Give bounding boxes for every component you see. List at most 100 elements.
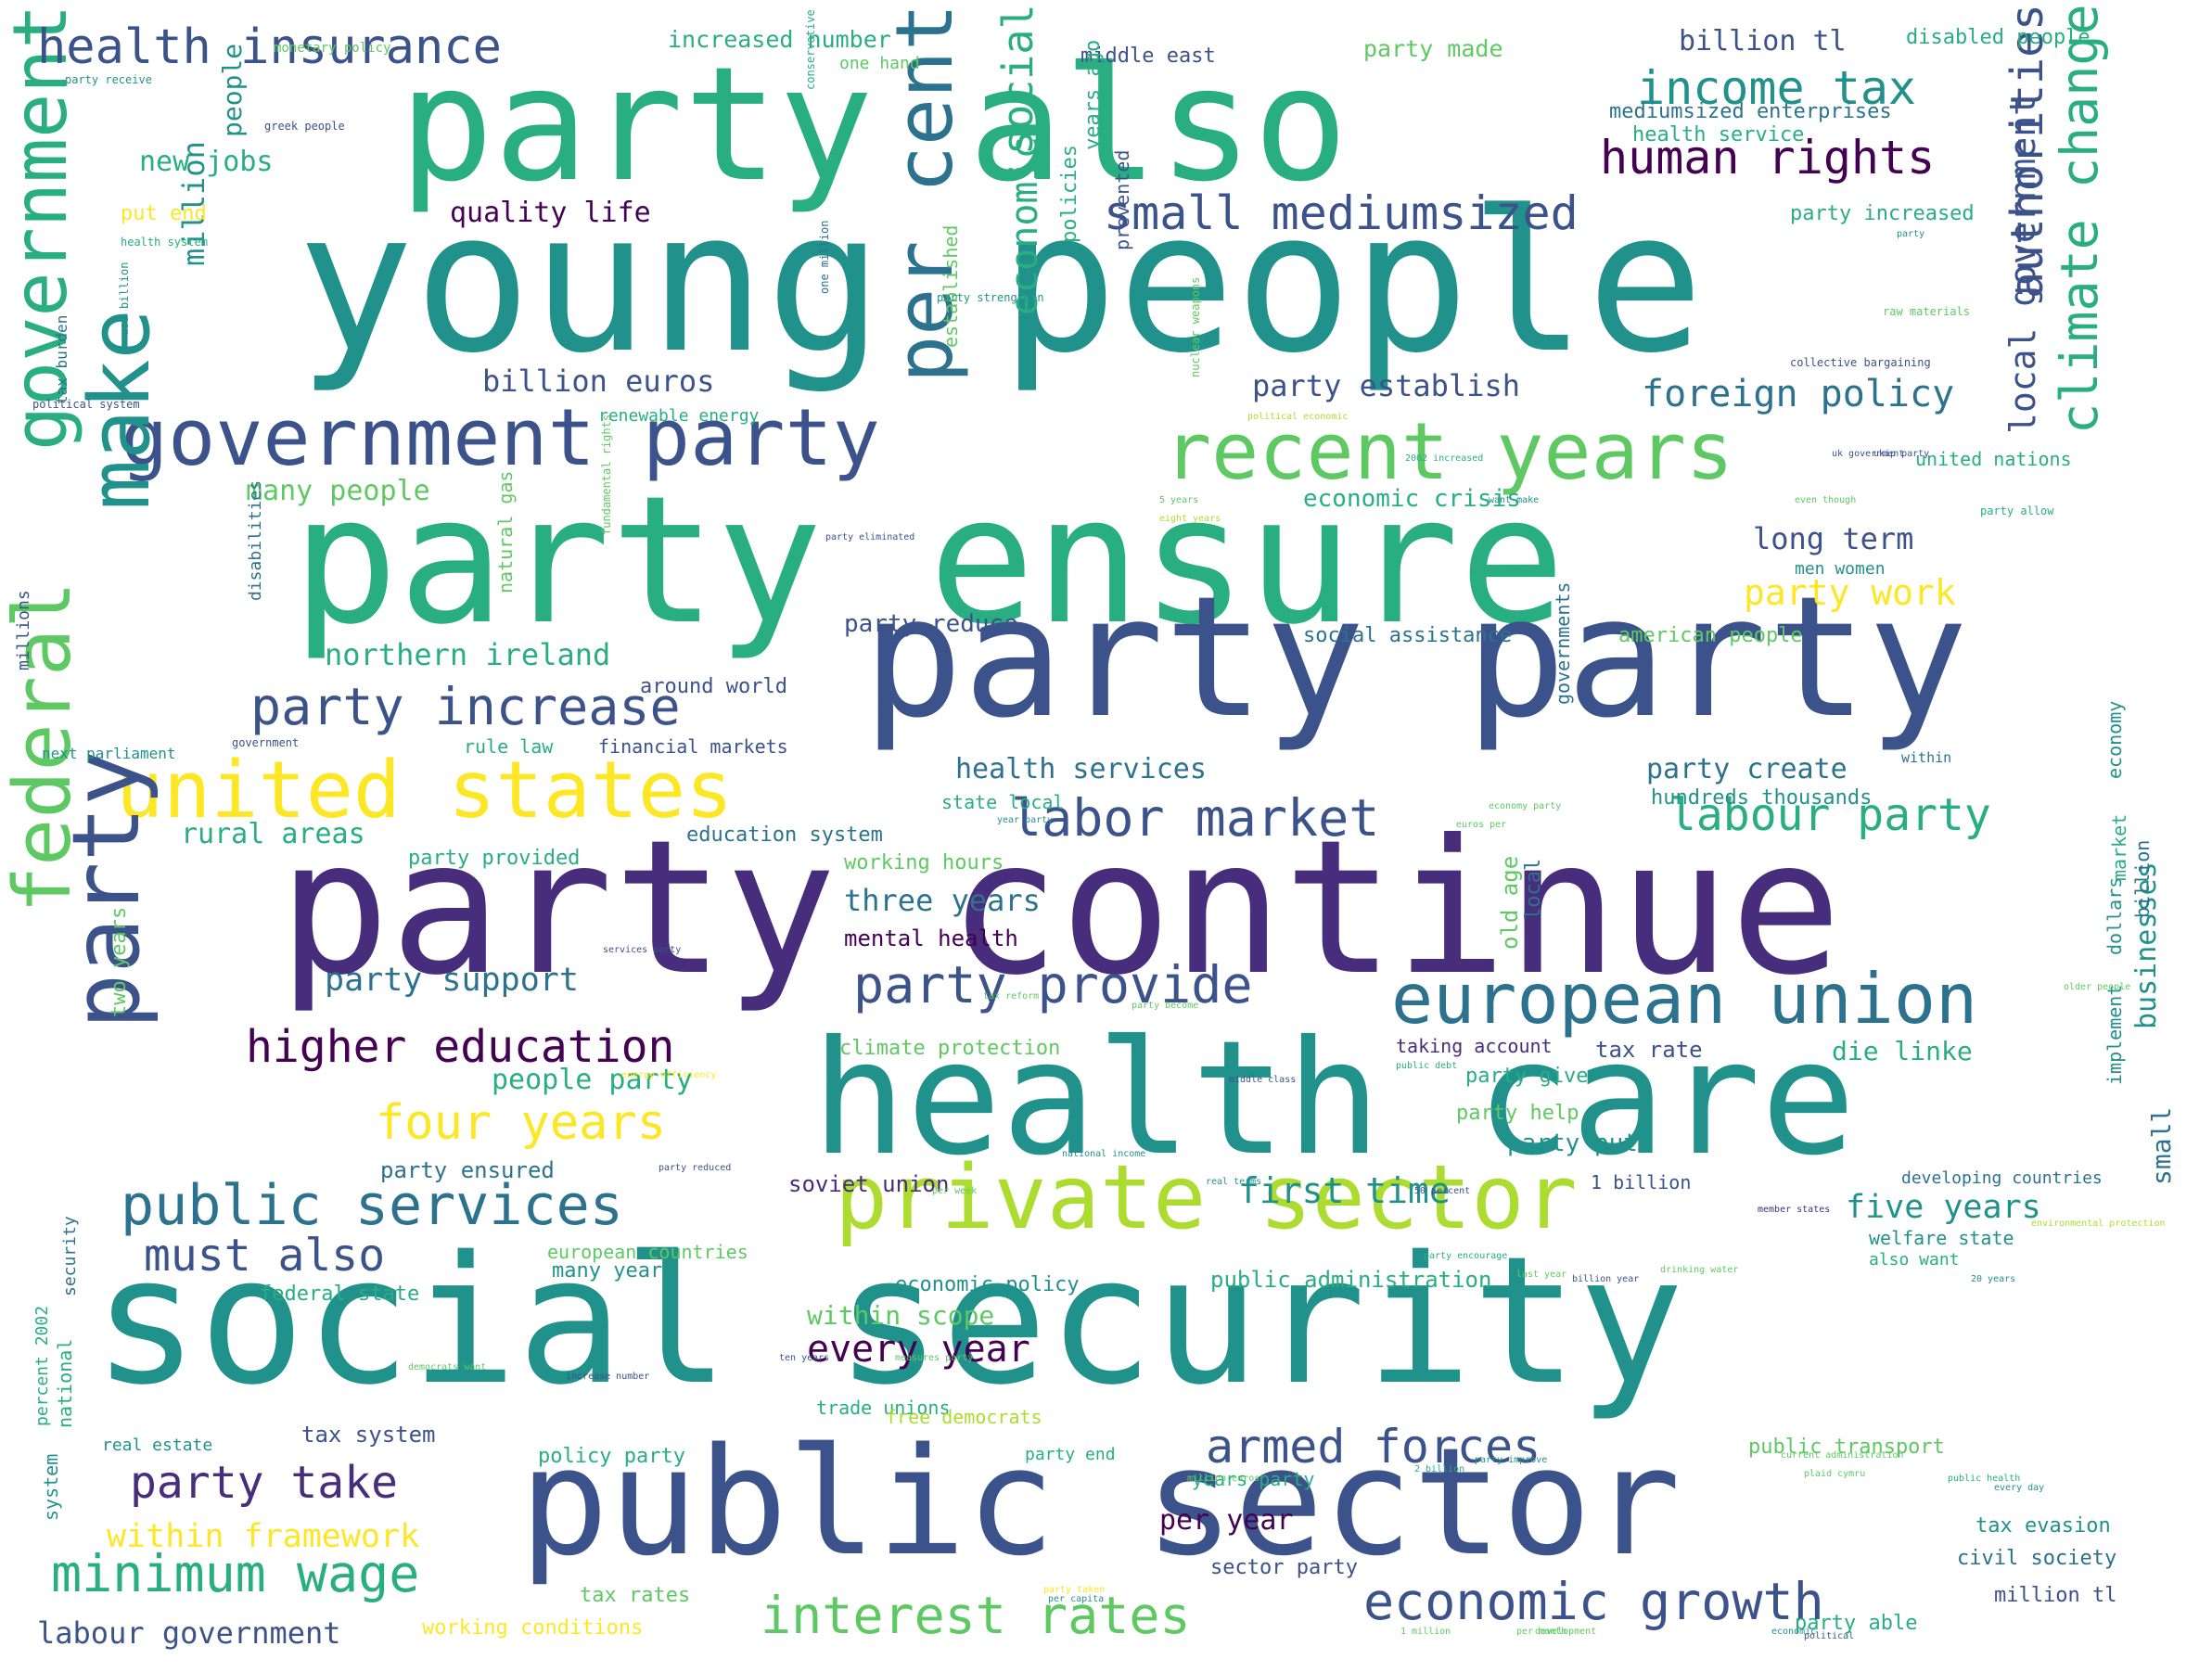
cloud-word: one million — [818, 220, 831, 294]
cloud-word: party give — [1465, 1065, 1589, 1088]
cloud-word: tax rate — [1595, 1037, 1703, 1063]
cloud-word: 50 percent — [1414, 1186, 1471, 1196]
cloud-word: party support — [325, 962, 579, 999]
cloud-word: party reduce — [844, 610, 1018, 638]
cloud-word: health service — [1632, 123, 1805, 147]
cloud-word: northern ireland — [325, 637, 611, 672]
cloud-word: 2 billion — [1414, 1464, 1465, 1474]
cloud-word: uk government — [1832, 449, 1905, 459]
cloud-word: increase number — [566, 1372, 650, 1382]
cloud-word: party receive — [65, 73, 152, 86]
cloud-word: euros per — [1456, 820, 1507, 830]
cloud-word: mediumsized enterprises — [1609, 100, 1892, 123]
cloud-word: recent years — [1164, 406, 1734, 498]
cloud-word: environmental protection — [2031, 1219, 2166, 1229]
cloud-word: percent 2002 — [32, 1305, 52, 1426]
cloud-word: older people — [2064, 982, 2131, 992]
cloud-word: labor market — [1011, 788, 1380, 848]
cloud-word: also want — [1869, 1250, 1960, 1270]
cloud-word: within scope — [807, 1300, 995, 1331]
cloud-word: public services — [121, 1173, 623, 1238]
cloud-word: local government — [2002, 94, 2043, 434]
cloud-word: renewable energy — [598, 406, 760, 426]
cloud-word: disabled people — [1906, 26, 2091, 49]
cloud-word: middle east — [1080, 45, 1216, 68]
cloud-word: tax reform — [983, 991, 1040, 1002]
cloud-word: many years — [552, 1259, 675, 1283]
cloud-word: party increase — [250, 677, 681, 736]
cloud-word: economic crisis — [1303, 485, 1521, 513]
cloud-word: raw materials — [1883, 305, 1970, 318]
cloud-word: per month — [1516, 1627, 1567, 1637]
cloud-word: united states — [116, 745, 734, 836]
cloud-word: member states — [1758, 1205, 1831, 1215]
cloud-word: old age — [1497, 855, 1523, 950]
cloud-word: years party — [1192, 1468, 1315, 1490]
cloud-word: health services — [955, 753, 1207, 785]
cloud-word: market — [2108, 813, 2130, 881]
cloud-word: small — [2146, 1106, 2177, 1185]
cloud-word: foreign policy — [1642, 373, 1955, 415]
cloud-word: political economic — [1247, 412, 1349, 422]
cloud-word: soviet union — [788, 1171, 950, 1197]
cloud-word: two years — [108, 906, 131, 1017]
cloud-word: year party — [997, 815, 1054, 825]
cloud-word: 20 years — [1971, 1274, 2016, 1284]
cloud-word: four years — [376, 1095, 667, 1151]
cloud-word: party work — [1744, 572, 1956, 613]
cloud-word: measures party — [895, 1353, 974, 1363]
cloud-word: put end — [121, 202, 207, 225]
cloud-word: social security — [93, 1219, 1684, 1423]
cloud-word: national — [54, 1338, 76, 1428]
cloud-word: within framework — [107, 1518, 420, 1555]
cloud-word: nuclear weapons — [1189, 276, 1202, 377]
cloud-word: public debt — [1396, 1061, 1458, 1071]
cloud-word: health insurance — [37, 19, 502, 75]
cloud-word: every year — [807, 1328, 1030, 1371]
cloud-word: public transport — [1748, 1436, 1945, 1459]
cloud-word: next parliament — [42, 745, 176, 762]
cloud-word: real terms — [1206, 1177, 1262, 1187]
cloud-word: health care — [812, 1007, 1856, 1191]
cloud-word: public administration — [1210, 1267, 1492, 1293]
cloud-word: party take — [130, 1457, 398, 1509]
cloud-word: armed forces — [1206, 1420, 1541, 1474]
cloud-word: mental health — [844, 925, 1018, 951]
cloud-word: party strengthen — [937, 291, 1044, 304]
cloud-word: billion euros — [482, 364, 715, 399]
cloud-word: civil society — [1957, 1547, 2117, 1570]
cloud-word: economic policy — [895, 1273, 1080, 1296]
cloud-word: plaid cymru — [1804, 1469, 1866, 1479]
cloud-word: want make — [1489, 495, 1540, 505]
cloud-word: must also — [144, 1230, 386, 1282]
cloud-word: state local — [941, 791, 1065, 813]
cloud-word: five years — [1846, 1189, 2041, 1226]
cloud-word: usd billion — [118, 262, 131, 336]
cloud-word: financial markets — [598, 735, 788, 758]
cloud-word: party taken — [1043, 1585, 1106, 1595]
cloud-word: millions — [14, 590, 33, 670]
cloud-word: billion year — [1572, 1274, 1640, 1284]
cloud-word: hundreds thousands — [1651, 786, 1873, 810]
cloud-word: implement — [2103, 984, 2126, 1085]
cloud-word: middle class — [1229, 1075, 1297, 1085]
cloud-word: local — [1522, 858, 1545, 920]
cloud-word: party improve — [1475, 1455, 1548, 1465]
cloud-word: social assistance — [1303, 624, 1513, 647]
cloud-word: party ensure — [292, 458, 1566, 663]
cloud-word: public sector — [519, 1415, 1681, 1589]
cloud-word: policies — [1058, 145, 1081, 243]
cloud-word: collective bargaining — [1790, 356, 1931, 369]
cloud-word: eight years — [1159, 514, 1221, 524]
cloud-word: men women — [1795, 559, 1886, 579]
cloud-word: political — [1804, 1631, 1855, 1641]
cloud-word: current administration — [1781, 1450, 1904, 1461]
cloud-word: rule law — [464, 735, 554, 758]
cloud-word: party allow — [1980, 504, 2054, 517]
cloud-word: private sector — [835, 1147, 1578, 1249]
cloud-word: new jobs — [139, 146, 274, 178]
cloud-word: party made — [1363, 35, 1503, 62]
cloud-word: party continue — [278, 800, 1842, 1016]
cloud-word: system — [40, 1453, 62, 1521]
